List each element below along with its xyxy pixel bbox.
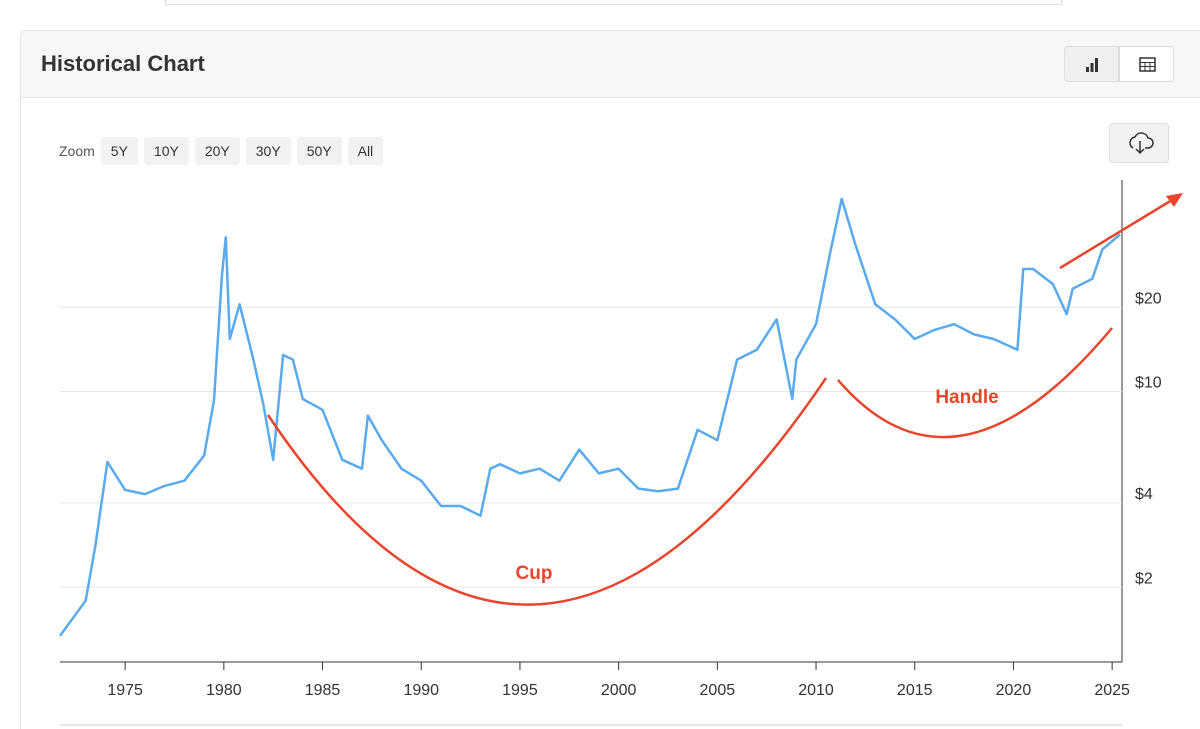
x-tick-label: 1975 [107,682,143,699]
table-icon [1139,57,1156,72]
zoom-button[interactable]: All [347,137,384,165]
card: Historical Chart Zoom 5Y 10Y 20Y 30Y 50Y… [20,30,1200,729]
y-tick-label: $2 [1135,570,1153,587]
title: Historical Chart [41,51,205,76]
arrow-head [1166,193,1183,207]
zoom-label: Zoom [59,143,95,159]
x-tick-label: 2000 [601,682,637,699]
top-strip [165,0,1062,5]
download-icon [1129,132,1154,155]
annotation: Handle [935,387,998,408]
table-view-button[interactable] [1119,46,1174,82]
card-header: Historical Chart [21,31,1200,98]
zoom-button[interactable]: 50Y [296,137,342,165]
bar-icon [1086,58,1098,72]
x-tick-label: 1980 [206,682,242,699]
x-tick-label: 1990 [403,682,439,699]
zoom-bar: Zoom 5Y 10Y 20Y 30Y 50Y All [59,137,384,165]
zoom-button[interactable]: 30Y [245,137,291,165]
x-tick-label: 2010 [798,682,834,699]
trend-arrow [1059,198,1173,270]
y-tick-label: $20 [1135,290,1162,307]
annotation: Cup [516,563,553,584]
handle-curve [837,327,1113,439]
chart-view-button[interactable] [1064,46,1119,82]
price-line [58,197,1121,637]
zoom-button[interactable]: 20Y [194,137,240,165]
zoom-button[interactable]: 10Y [143,137,189,165]
x-tick-label: 2015 [897,682,933,699]
x-tick-label: 1985 [305,682,341,699]
y-tick-label: $10 [1135,375,1162,392]
cup-curve [266,377,828,606]
download-button[interactable] [1109,123,1169,163]
x-tick-label: 1995 [502,682,538,699]
x-tick-label: 2020 [996,682,1032,699]
x-tick-label: 2005 [700,682,736,699]
y-tick-label: $4 [1135,486,1153,503]
x-tick-label: 2025 [1094,682,1130,699]
zoom-button[interactable]: 5Y [100,137,138,165]
